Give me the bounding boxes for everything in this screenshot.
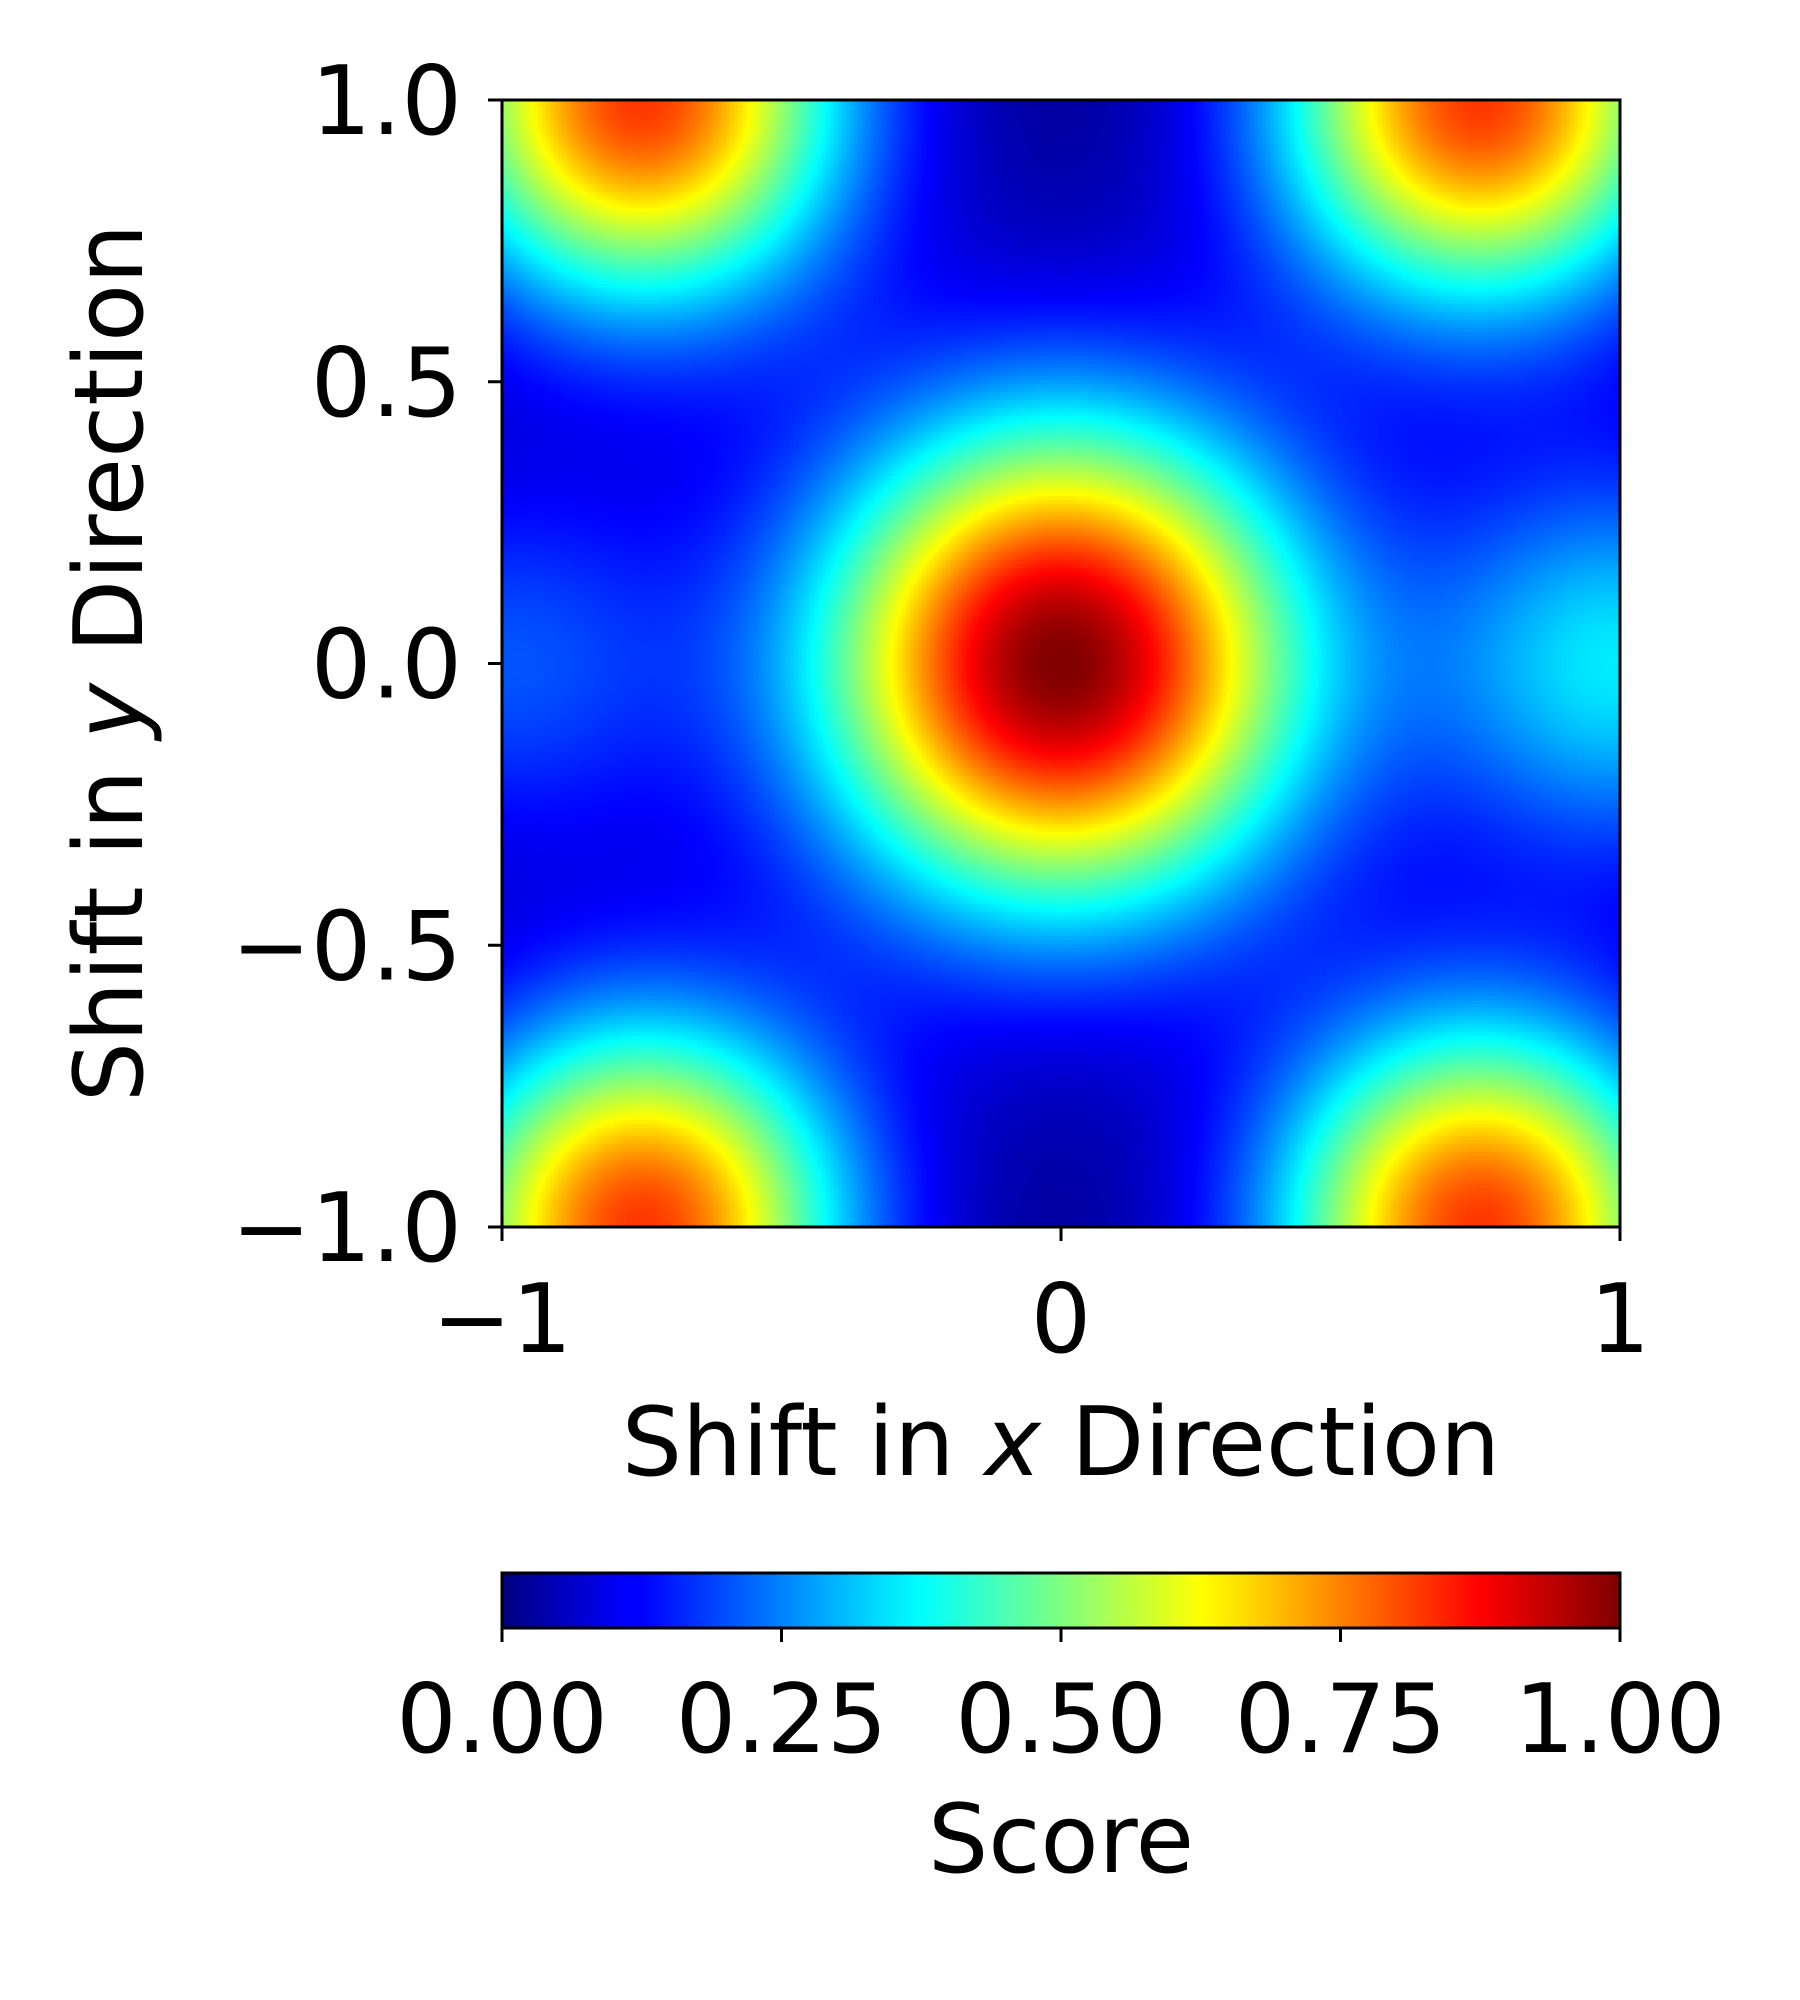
y-axis-label-after: Direction xyxy=(55,224,165,683)
y-tick-label: 1.0 xyxy=(311,47,462,157)
heatmap-area xyxy=(502,100,1620,1227)
y-axis-label-var: y xyxy=(55,681,165,742)
y-axis-label-before: Shift in xyxy=(55,739,165,1102)
colorbar xyxy=(500,1571,1622,1630)
y-tick-label: 0.5 xyxy=(311,329,462,439)
colorbar-tick-label: 1.00 xyxy=(1514,1665,1726,1775)
x-axis-label-before: Shift in xyxy=(622,1388,985,1498)
x-axis-label-after: Direction xyxy=(1041,1388,1500,1498)
x-axis-label: Shift in x Direction xyxy=(622,1388,1501,1498)
colorbar-tick-label: 0.50 xyxy=(955,1665,1167,1775)
colorbar-label: Score xyxy=(928,1785,1194,1895)
x-axis-label-var: x xyxy=(982,1388,1043,1498)
y-axis-ticks: −1.0 −0.5 0.0 0.5 1.0 xyxy=(231,47,502,1284)
y-axis-label: Shift in y Direction xyxy=(55,224,165,1103)
colorbar-tick-label: 0.75 xyxy=(1235,1665,1447,1775)
colorbar-tick-label: 0.25 xyxy=(676,1665,888,1775)
colorbar-tick-label: 0.00 xyxy=(396,1665,608,1775)
y-tick-label: 0.0 xyxy=(311,611,462,721)
x-axis-ticks: −1 0 1 xyxy=(432,1227,1650,1375)
y-tick-label: −0.5 xyxy=(231,892,462,1002)
y-tick-label: −1.0 xyxy=(231,1174,462,1284)
x-tick-label: 0 xyxy=(1031,1265,1091,1375)
x-tick-label: 1 xyxy=(1590,1265,1650,1375)
x-tick-label: −1 xyxy=(432,1265,572,1375)
colorbar-ticks: 0.00 0.25 0.50 0.75 1.00 xyxy=(396,1628,1726,1775)
